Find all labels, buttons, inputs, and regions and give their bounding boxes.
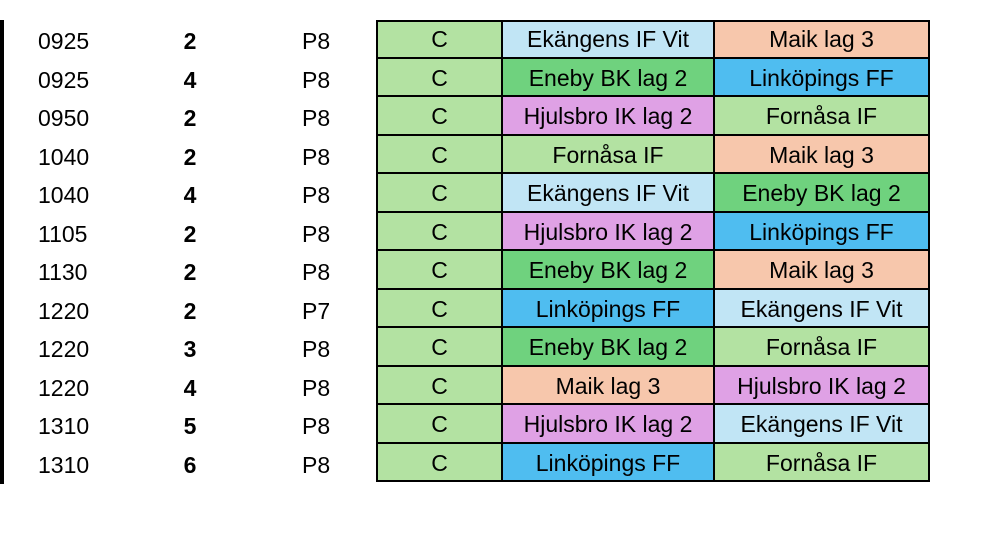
away-team-cell: Maik lag 3: [715, 251, 930, 290]
home-team-cell: Linköpings FF: [503, 443, 715, 482]
table-row: 1220 3 P8 C Eneby BK lag 2 Fornåsa IF: [0, 328, 1000, 367]
away-team-cell: Fornåsa IF: [715, 328, 930, 367]
table-row: 0950 2 P8 C Hjulsbro IK lag 2 Fornåsa IF: [0, 97, 1000, 136]
home-team-cell: Fornåsa IF: [503, 135, 715, 174]
table-row: 1220 2 P7 C Linköpings FF Ekängens IF Vit: [0, 289, 1000, 328]
away-team-cell: Fornåsa IF: [715, 443, 930, 482]
group-cell: C: [376, 135, 503, 174]
match-schedule-table: 0925 2 P8 C Ekängens IF Vit Maik lag 3 0925 4 P8…: [0, 20, 1000, 482]
match-cells: C Hjulsbro IK lag 2 Fornåsa IF: [376, 97, 930, 136]
table-row: 1220 4 P8 C Maik lag 3 Hjulsbro IK lag 2: [0, 366, 1000, 405]
match-time: 1130: [38, 259, 88, 285]
table-row: 0925 2 P8 C Ekängens IF Vit Maik lag 3: [0, 20, 1000, 59]
home-team-cell: Hjulsbro IK lag 2: [503, 97, 715, 136]
group-cell: C: [376, 328, 503, 367]
match-time: 0950: [38, 105, 90, 131]
field-number: 2: [183, 297, 197, 324]
group-cell: C: [376, 405, 503, 444]
age-class: P8: [302, 451, 331, 478]
field-number: 6: [183, 451, 197, 478]
match-cells: C Eneby BK lag 2 Fornåsa IF: [376, 328, 930, 367]
field-number: 2: [183, 259, 197, 285]
field-number: 2: [183, 220, 197, 247]
age-class: P8: [302, 413, 331, 439]
match-time: 0925: [38, 66, 90, 93]
field-number: 5: [183, 413, 197, 439]
match-cells: C Eneby BK lag 2 Linköpings FF: [376, 58, 930, 97]
group-cell: C: [376, 443, 503, 482]
age-class: P8: [302, 336, 331, 362]
home-team-cell: Maik lag 3: [503, 366, 715, 405]
match-time: 1220: [38, 297, 90, 324]
table-row: 1310 6 P8 C Linköpings FF Fornåsa IF: [0, 443, 1000, 482]
field-number: 4: [183, 66, 197, 93]
match-time: 1040: [38, 182, 90, 208]
table-row: 1040 2 P8 C Fornåsa IF Maik lag 3: [0, 135, 1000, 174]
match-cells: C Ekängens IF Vit Eneby BK lag 2: [376, 174, 930, 213]
field-number: 4: [183, 374, 197, 401]
age-class: P8: [302, 66, 331, 93]
match-cells: C Ekängens IF Vit Maik lag 3: [376, 20, 930, 59]
away-team-cell: Fornåsa IF: [715, 97, 930, 136]
match-cells: C Fornåsa IF Maik lag 3: [376, 135, 930, 174]
away-team-cell: Maik lag 3: [715, 20, 930, 59]
age-class: P8: [302, 143, 331, 170]
away-team-cell: Maik lag 3: [715, 135, 930, 174]
match-cells: C Hjulsbro IK lag 2 Ekängens IF Vit: [376, 405, 930, 444]
field-number: 2: [183, 28, 197, 54]
table-row: 1105 2 P8 C Hjulsbro IK lag 2 Linköpings FF: [0, 212, 1000, 251]
away-team-cell: Hjulsbro IK lag 2: [715, 366, 930, 405]
home-team-cell: Linköpings FF: [503, 289, 715, 328]
home-team-cell: Eneby BK lag 2: [503, 328, 715, 367]
group-cell: C: [376, 97, 503, 136]
group-cell: C: [376, 251, 503, 290]
group-cell: C: [376, 20, 503, 59]
field-number: 3: [183, 336, 197, 362]
match-time: 1040: [38, 143, 90, 170]
home-team-cell: Ekängens IF Vit: [503, 174, 715, 213]
home-team-cell: Hjulsbro IK lag 2: [503, 212, 715, 251]
age-class: P8: [302, 28, 331, 54]
match-cells: C Eneby BK lag 2 Maik lag 3: [376, 251, 930, 290]
home-team-cell: Ekängens IF Vit: [503, 20, 715, 59]
away-team-cell: Ekängens IF Vit: [715, 405, 930, 444]
away-team-cell: Linköpings FF: [715, 58, 930, 97]
home-team-cell: Eneby BK lag 2: [503, 58, 715, 97]
group-cell: C: [376, 174, 503, 213]
match-time: 0925: [38, 28, 90, 54]
match-cells: C Linköpings FF Ekängens IF Vit: [376, 289, 930, 328]
match-cells: C Maik lag 3 Hjulsbro IK lag 2: [376, 366, 930, 405]
group-cell: C: [376, 289, 503, 328]
table-row: 1130 2 P8 C Eneby BK lag 2 Maik lag 3: [0, 251, 1000, 290]
table-row: 1040 4 P8 C Ekängens IF Vit Eneby BK lag 2: [0, 174, 1000, 213]
match-cells: C Linköpings FF Fornåsa IF: [376, 443, 930, 482]
age-class: P8: [302, 220, 331, 247]
age-class: P8: [302, 182, 331, 208]
age-class: P8: [302, 105, 331, 131]
field-number: 2: [183, 105, 197, 131]
match-time: 1310: [38, 451, 90, 478]
match-time: 1220: [38, 374, 90, 401]
home-team-cell: Eneby BK lag 2: [503, 251, 715, 290]
group-cell: C: [376, 58, 503, 97]
left-border-line: [0, 20, 4, 484]
age-class: P8: [302, 259, 331, 285]
match-cells: C Hjulsbro IK lag 2 Linköpings FF: [376, 212, 930, 251]
group-cell: C: [376, 366, 503, 405]
table-row: 0925 4 P8 C Eneby BK lag 2 Linköpings FF: [0, 58, 1000, 97]
away-team-cell: Ekängens IF Vit: [715, 289, 930, 328]
age-class: P7: [302, 297, 331, 324]
table-row: 1310 5 P8 C Hjulsbro IK lag 2 Ekängens IF Vit: [0, 405, 1000, 444]
away-team-cell: Eneby BK lag 2: [715, 174, 930, 213]
match-time: 1310: [38, 413, 90, 439]
field-number: 4: [183, 182, 197, 208]
field-number: 2: [183, 143, 197, 170]
away-team-cell: Linköpings FF: [715, 212, 930, 251]
match-time: 1220: [38, 336, 90, 362]
home-team-cell: Hjulsbro IK lag 2: [503, 405, 715, 444]
group-cell: C: [376, 212, 503, 251]
match-time: 1105: [38, 220, 88, 247]
age-class: P8: [302, 374, 331, 401]
